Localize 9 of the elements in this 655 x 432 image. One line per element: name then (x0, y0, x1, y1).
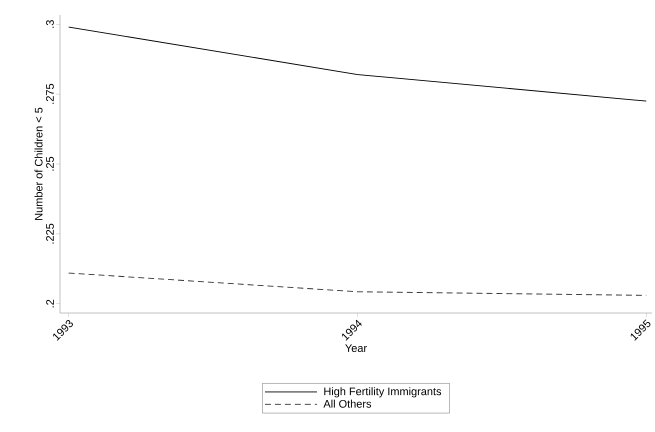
legend-label: All Others (323, 400, 372, 408)
y-tick-label: .275 (46, 84, 54, 104)
legend-label: High Fertility Immigrants (324, 387, 442, 398)
y-tick-label: .25 (46, 156, 54, 171)
y-tick-label: .2 (46, 300, 54, 308)
y-tick-label: .225 (46, 224, 54, 244)
x-axis-title: Year (345, 344, 367, 352)
y-axis-title: Number of Children < 5 (34, 108, 43, 220)
y-tick-label: .3 (46, 20, 54, 28)
